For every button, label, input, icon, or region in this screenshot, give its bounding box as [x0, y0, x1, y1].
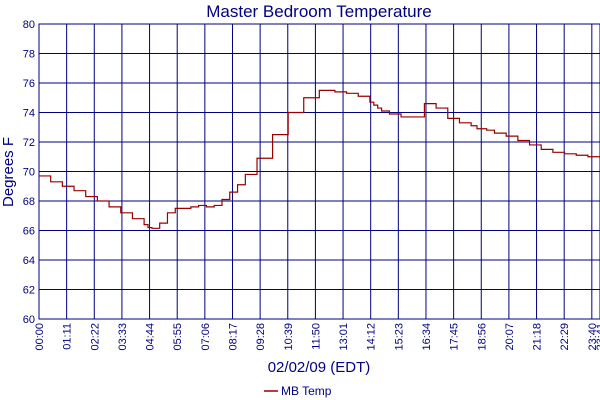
y-tick-label: 66 — [23, 226, 35, 238]
x-tick-label: 16:34 — [421, 323, 433, 351]
x-tick-label: 15:23 — [393, 323, 405, 351]
y-tick-label: 80 — [23, 19, 35, 31]
x-tick-label: 10:39 — [283, 323, 295, 351]
y-tick-label: 78 — [23, 49, 35, 61]
x-tick-labels: 00:00 01:11 02:22 03:33 04:44 05:55 07:06 08:17… — [34, 323, 600, 351]
x-tick-label: 23:40 — [587, 323, 599, 351]
x-tick-label: 07:06 — [200, 323, 212, 351]
x-tick-label: 20:07 — [504, 323, 516, 351]
x-tick-label: 00:00 — [34, 323, 46, 351]
x-tick-label: 13:01 — [338, 323, 350, 351]
x-tick-label: 09:28 — [255, 323, 267, 351]
legend: MB Temp — [264, 384, 332, 398]
y-axis-label: Degrees F — [0, 137, 17, 207]
gridlines — [38, 23, 600, 320]
x-tick-label: 03:33 — [117, 323, 129, 351]
x-tick-label: 21:18 — [532, 323, 544, 351]
y-tick-label: 68 — [23, 196, 35, 208]
series-line — [39, 89, 600, 229]
y-tick-label: 72 — [23, 137, 35, 149]
x-tick-label: 22:29 — [559, 323, 571, 351]
x-tick-label: 05:55 — [172, 323, 184, 351]
x-tick-label: 04:44 — [145, 323, 157, 351]
y-tick-label: 74 — [23, 108, 35, 120]
y-tick-label: 64 — [23, 255, 35, 267]
x-axis-label: 02/02/09 (EDT) — [268, 359, 371, 376]
y-tick-label: 70 — [23, 167, 35, 179]
x-tick-label: 01:11 — [62, 323, 74, 350]
y-tick-label: 76 — [23, 78, 35, 90]
x-tick-label: 18:56 — [476, 323, 488, 351]
y-tick-label: 62 — [23, 285, 35, 297]
x-tick-label: 17:45 — [449, 323, 461, 351]
chart-title: Master Bedroom Temperature — [206, 2, 432, 21]
legend-label: MB Temp — [281, 384, 332, 398]
x-tick-label: 11:50 — [310, 323, 322, 350]
y-tick-label: 60 — [23, 314, 35, 326]
x-tick-label: 14:12 — [366, 323, 378, 351]
y-tick-labels: 60 62 64 66 68 70 72 74 76 78 80 — [23, 19, 35, 326]
x-tick-label: 02:22 — [89, 323, 101, 351]
x-tick-label: 23:41 — [595, 323, 600, 351]
x-tick-label: 08:17 — [227, 323, 239, 351]
